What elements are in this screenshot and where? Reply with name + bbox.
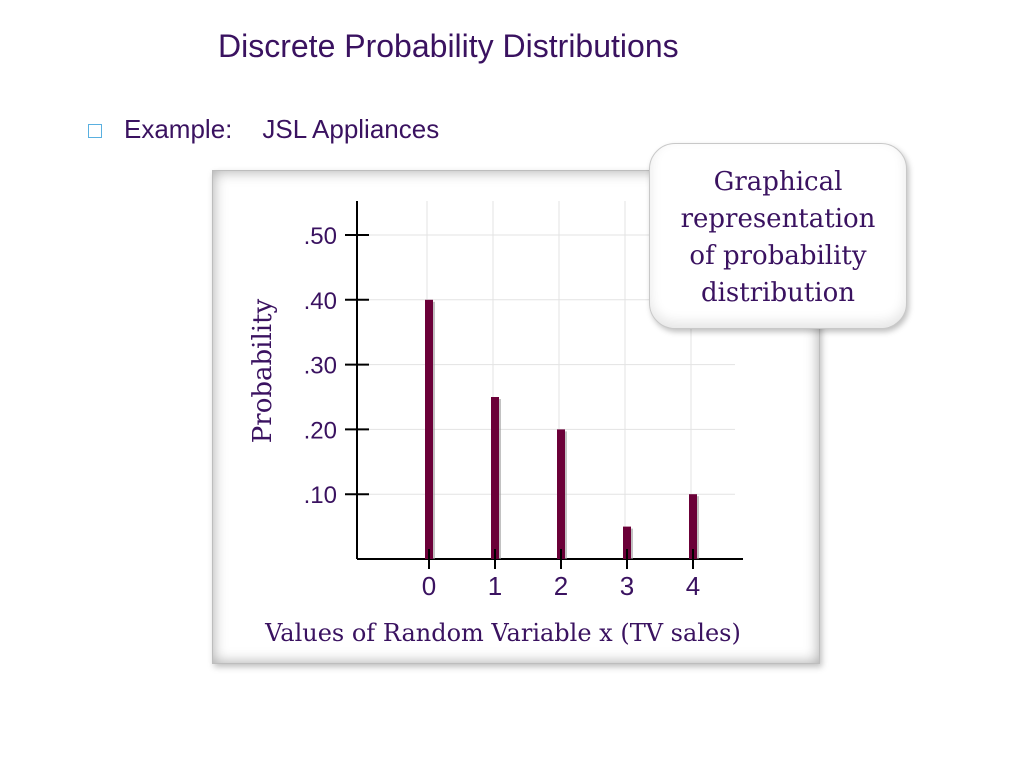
- bullet-text: Example: JSL Appliances: [124, 114, 439, 145]
- bullet-label: Example:: [124, 114, 233, 144]
- bar: [557, 429, 565, 559]
- y-tick-label: .20: [304, 417, 337, 444]
- y-axis-label: Probability: [248, 298, 278, 443]
- x-tick-label: 3: [620, 571, 634, 601]
- callout-text: Graphical representation of probability …: [650, 164, 906, 312]
- bullet-icon: [88, 124, 102, 138]
- slide-title: Discrete Probability Distributions: [218, 28, 679, 64]
- callout-line: of probability: [689, 241, 867, 271]
- x-tick-label: 4: [686, 571, 700, 601]
- x-tick-label: 0: [422, 571, 436, 601]
- bar: [689, 494, 697, 559]
- probability-chart: .10 .20 .30 .40 .50 0 1 2 3 4 Probability Values of…: [248, 201, 743, 647]
- x-tick-label: 1: [488, 571, 502, 601]
- bar: [491, 397, 499, 559]
- y-tick-label: .10: [304, 482, 337, 509]
- callout-box: Graphical representation of probability …: [649, 143, 907, 329]
- callout-line: representation: [680, 204, 876, 234]
- y-tick-label: .30: [304, 353, 337, 380]
- callout-line: Graphical: [713, 167, 843, 197]
- callout-line: distribution: [700, 278, 856, 308]
- y-tick-label: .40: [304, 288, 337, 315]
- x-tick-label: 2: [554, 571, 568, 601]
- bar: [425, 299, 433, 559]
- x-axis-label: Values of Random Variable x (TV sales): [264, 619, 741, 647]
- bullet-value: JSL Appliances: [262, 114, 440, 144]
- y-tick-label: .50: [304, 223, 337, 250]
- bar: [623, 526, 631, 559]
